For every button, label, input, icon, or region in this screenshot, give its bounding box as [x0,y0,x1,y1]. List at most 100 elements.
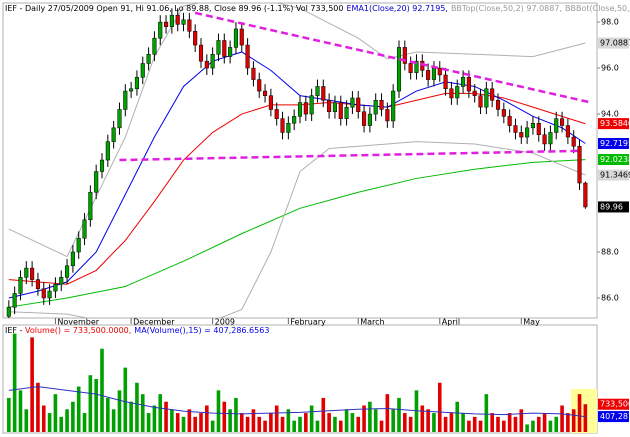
volume-bar [140,394,145,432]
candle-body [181,19,186,25]
volume-bar [385,394,390,432]
volume-bar [100,348,104,432]
candle-body [245,44,250,69]
volume-bar [426,409,430,432]
price-plot [6,3,592,318]
candle-body [228,47,233,57]
volume-bar [170,409,174,432]
candle-body [426,70,431,80]
candle-body [373,100,378,115]
volume-bar [257,416,262,432]
volume-bar [496,416,500,432]
volume-bar [490,413,494,432]
volume-bar [82,413,87,432]
volume-bar [391,409,395,432]
volume-bar [286,409,291,432]
volume-bar [321,397,326,432]
candle-body [490,88,495,101]
volume-bar [298,416,302,432]
candle-body [297,102,303,117]
volume-bar [146,413,151,432]
candle-body [129,88,134,92]
volume-bar [455,401,460,432]
candle-body [350,97,355,108]
candle-body [478,95,483,108]
volume-bar [472,416,477,432]
candle-body [548,132,553,145]
candle-body [513,125,518,133]
volume-bar [560,405,564,432]
candle-body [583,182,588,208]
title-part: BBBot(Close,50,2) 91.3469, [565,4,630,13]
candle-body [437,67,442,76]
value-box [598,169,629,181]
volume-bar [373,409,378,432]
volume-bar [577,394,582,432]
volume-bar [53,394,58,432]
value-box [598,411,629,423]
value-label: 733,500 [600,400,630,409]
candle-body [82,219,87,239]
volume-bar [245,416,250,432]
x-tick-label: February [290,318,326,327]
candle-body [542,134,547,145]
candle-body [344,106,349,119]
candle-body [193,31,198,46]
value-label: 92.0238 [600,155,630,164]
candle-body [152,37,157,55]
volume-bar [65,409,69,432]
candle-body [47,290,52,299]
volume-bar [71,401,75,432]
title-part: Volume() = 733,500.0000, [25,326,131,335]
candle-body [455,86,460,99]
candle-body [198,44,204,62]
volume-bar [356,416,361,432]
indicator-line [8,159,586,308]
candle-body [30,267,35,280]
candle-body [362,111,367,126]
candle-body [94,171,99,193]
volume-bar [362,405,366,432]
y-tick-label: 96.0 [601,64,619,73]
volume-bar [379,420,384,432]
volume-bar [111,409,116,432]
volume-bar [344,409,349,432]
candle-body [495,100,501,110]
candle-body [204,60,209,69]
candle-body [414,60,419,73]
candle-body [385,109,390,122]
candle-body [35,279,40,290]
volume-bar [449,413,454,432]
y-tick-label: 88.0 [601,248,619,257]
candle-body [338,102,343,119]
candle-body [222,40,227,57]
volume-bar [199,413,203,432]
candle-body [466,77,471,92]
value-box [598,137,629,149]
value-box [598,37,629,49]
candle-body [117,109,122,129]
panel-title: IEF - Daily 27/05/2009 Open 91, Hi 91.06… [5,4,630,13]
volume-bar [338,420,343,432]
candle-body [303,102,308,115]
candle-body [536,123,541,135]
volume-bar [566,413,570,432]
volume-bar [30,337,34,432]
volume-bar [274,405,279,432]
volume-bar [164,401,168,432]
volume-bar [88,375,93,432]
candle-body [123,90,128,110]
candle-body [472,90,477,96]
candle-body [24,267,29,278]
candle-body [327,100,332,113]
volume-bar [432,413,436,432]
volume-bar [443,416,448,432]
value-label: 407,287 [600,412,630,421]
volume-bar [280,416,285,432]
volume-bar [12,333,17,432]
volume-bar [36,382,40,432]
candle-body [356,97,361,113]
title-part: MA(Volume(),15) = 407,286.6563 [134,326,269,335]
volume-bar [315,420,320,432]
candle-body [507,116,512,126]
